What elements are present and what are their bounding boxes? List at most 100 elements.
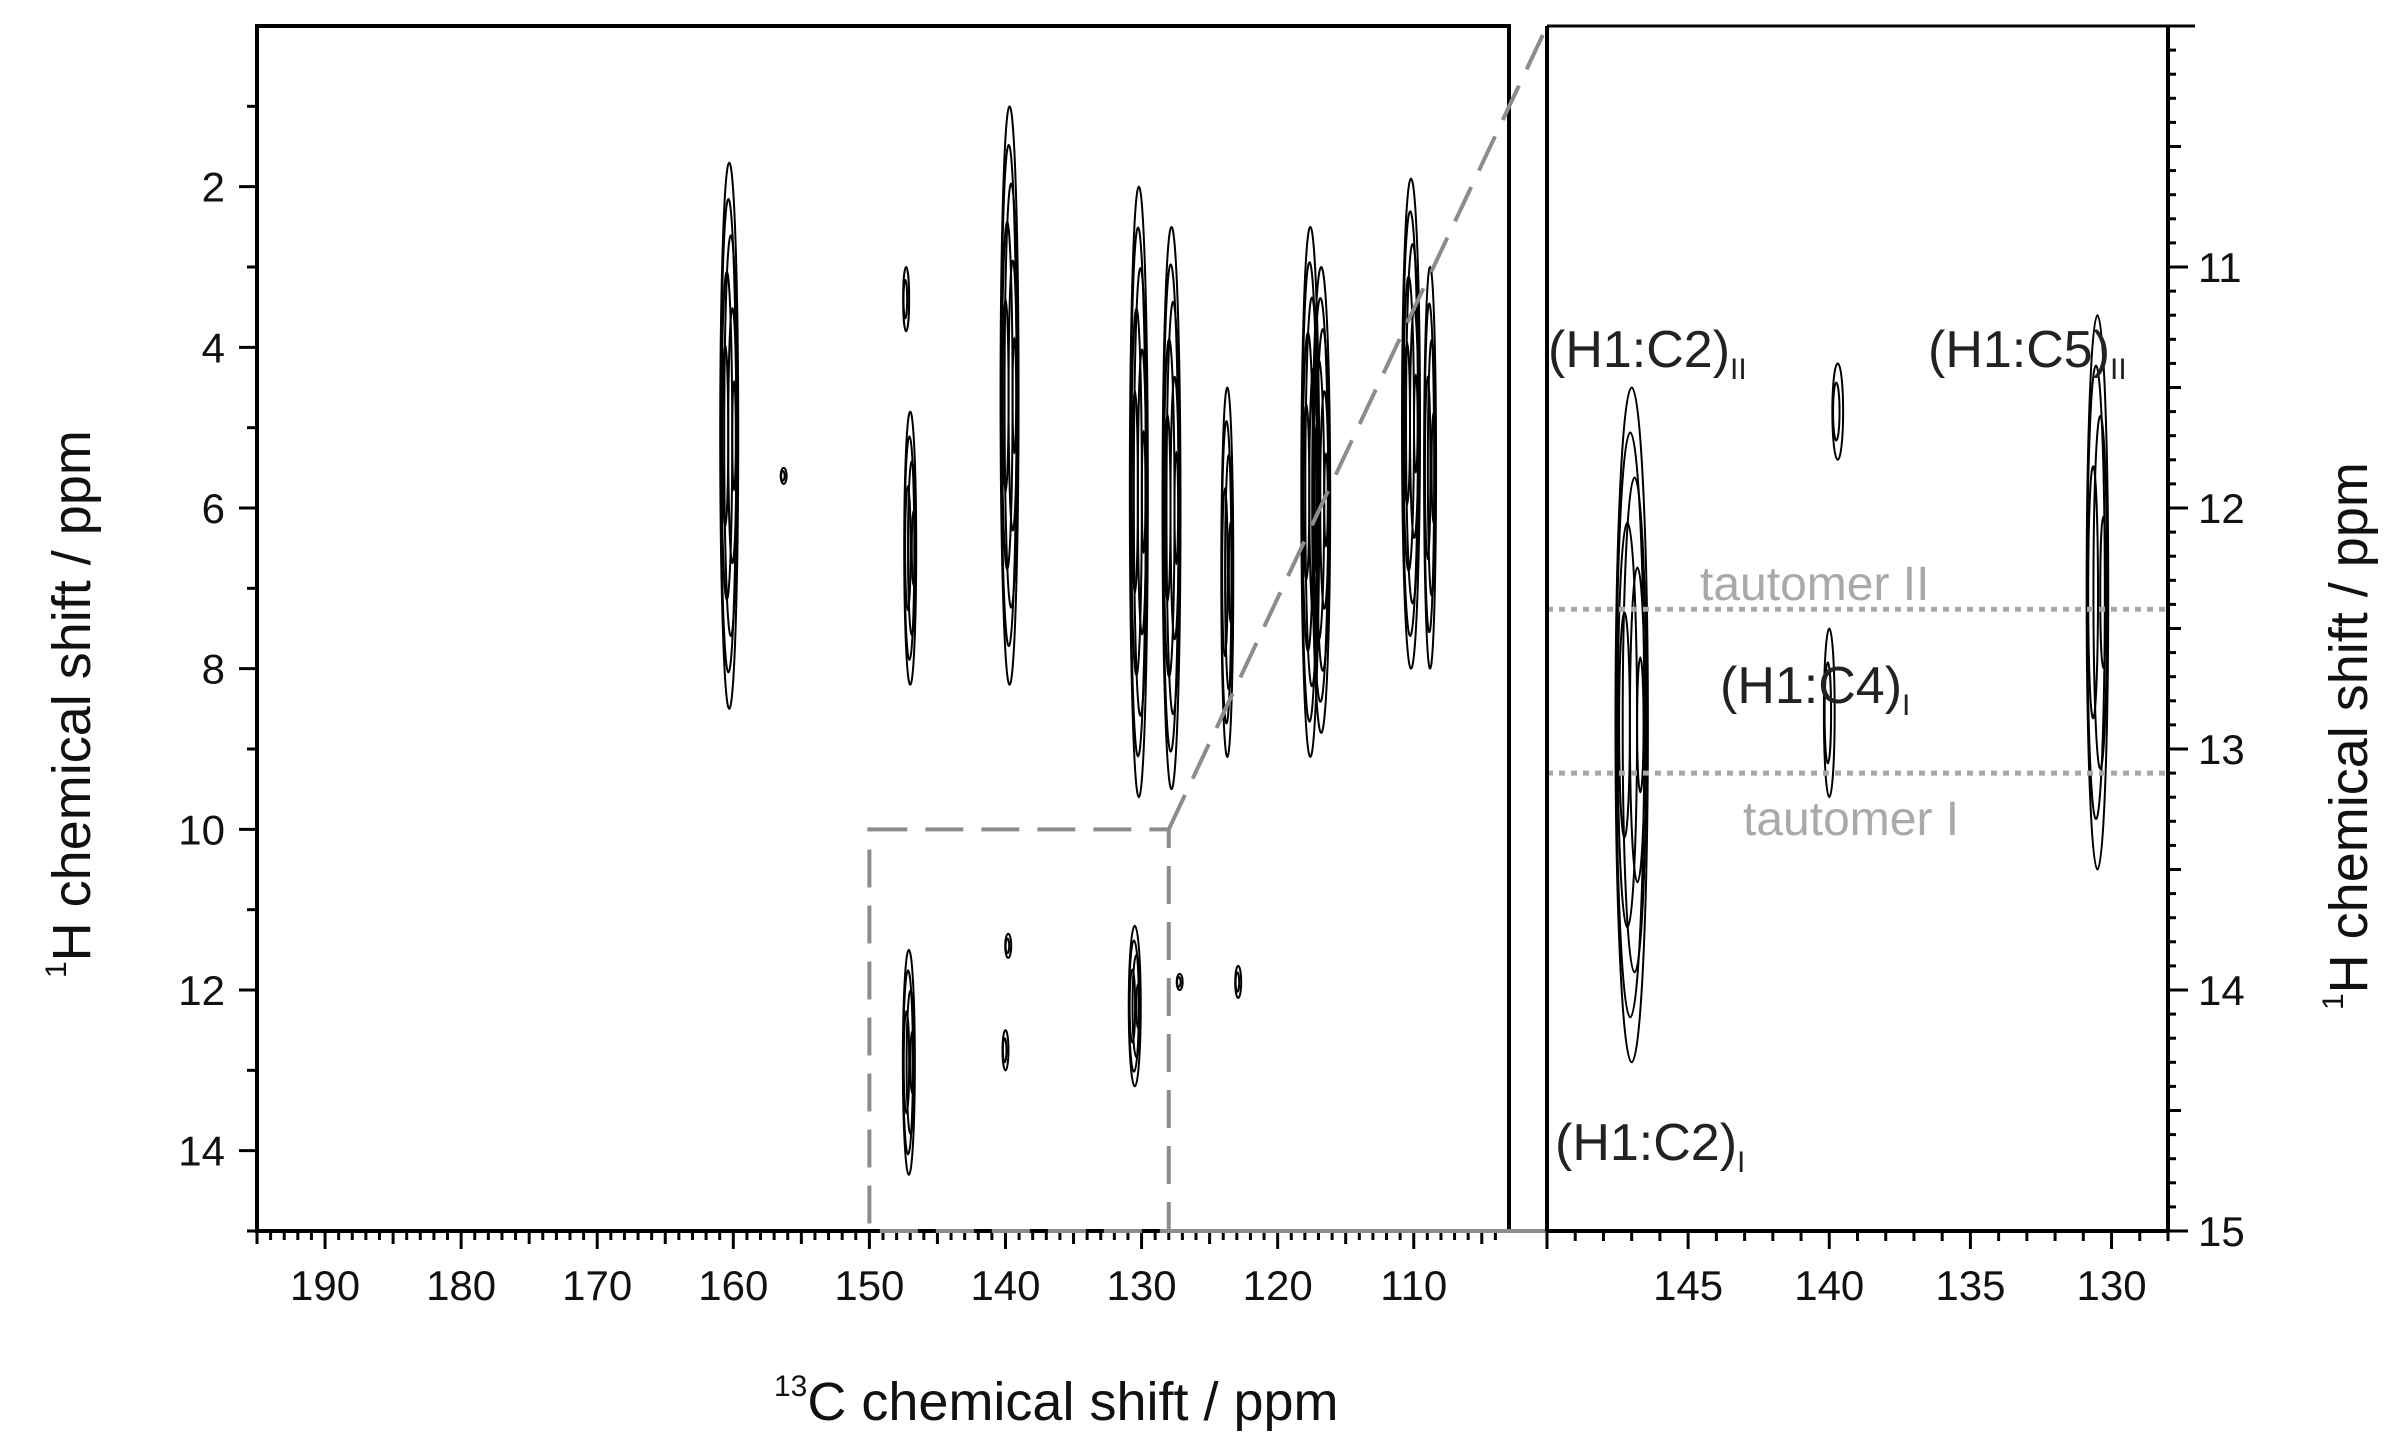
main-y-tick-label: 2 xyxy=(202,164,225,211)
peak xyxy=(1175,972,1184,992)
peak-contour xyxy=(721,343,730,528)
label-h1c4-tautomer-i: (H1:C4)I xyxy=(1720,657,1910,722)
peak xyxy=(1127,924,1142,1088)
left-y-axis-label: 1H chemical shift / ppm xyxy=(40,430,102,978)
peak-contour xyxy=(902,278,909,320)
main-peaks-layer xyxy=(719,105,1438,1176)
main-y-tick-label: 8 xyxy=(202,646,225,693)
peak-contour xyxy=(1313,421,1322,579)
peak xyxy=(1401,177,1422,670)
main-x-tick-label: 160 xyxy=(698,1262,768,1309)
peak-contour xyxy=(1135,983,1141,1029)
peak-contour xyxy=(1176,976,1182,988)
peak xyxy=(901,948,916,1176)
peak-contour xyxy=(1423,375,1432,561)
inset-y-tick-label: 12 xyxy=(2198,485,2245,532)
peak-contour xyxy=(904,485,912,612)
peak xyxy=(1161,225,1182,791)
peak-contour xyxy=(902,1010,911,1115)
main-x-tick-label: 180 xyxy=(426,1262,496,1309)
peak-contour xyxy=(1302,402,1311,582)
inset-x-tick-label: 135 xyxy=(1935,1262,2005,1309)
peak xyxy=(1128,185,1149,799)
peak xyxy=(999,105,1020,686)
inset-spectrum-panel: 145 140 135 130 11 12 13 14 15 (H1:C2)II (H1:C5… xyxy=(1545,24,2245,1309)
peak xyxy=(2085,314,2110,871)
label-h1c5-tautomer-ii: (H1:C5)II xyxy=(1928,321,2127,386)
inset-x-tick-label: 140 xyxy=(1794,1262,1864,1309)
peak-contour xyxy=(1430,412,1436,524)
main-y-tick-label: 12 xyxy=(178,967,225,1014)
peak xyxy=(1311,266,1332,734)
peak-contour xyxy=(1823,661,1833,765)
main-spectrum-panel: 190 180 170 160 150 140 130 120 110 2 4 6 8 10 12 14 xyxy=(178,24,1511,1309)
peak-contour xyxy=(780,470,786,482)
inset-x-ticks: 145 140 135 130 xyxy=(1545,1231,2170,1309)
label-h1c2-tautomer-i: (H1:C2)I xyxy=(1555,1114,1745,1179)
peak-contour xyxy=(1163,413,1172,603)
main-x-tick-label: 110 xyxy=(1380,1262,1447,1309)
peak-contour xyxy=(2092,414,2109,770)
main-x-tick-label: 150 xyxy=(834,1262,904,1309)
main-x-tick-label: 140 xyxy=(970,1262,1040,1309)
peak-contour xyxy=(1001,1037,1008,1064)
main-y-tick-label: 14 xyxy=(178,1128,225,1175)
main-y-tick-label: 6 xyxy=(202,485,225,532)
tautomer-i-label: tautomer I xyxy=(1743,793,1959,846)
main-y-ticks: 2 4 6 8 10 12 14 xyxy=(178,104,257,1233)
peak-contour xyxy=(909,1030,915,1094)
peak xyxy=(1614,386,1649,1064)
inset-peaks-layer xyxy=(1614,314,2110,1064)
peak xyxy=(1822,627,1836,799)
peak-contour xyxy=(1004,937,1011,955)
peak xyxy=(779,466,788,485)
peak xyxy=(1001,1029,1010,1072)
inset-y-ticks: 11 12 13 14 15 xyxy=(2168,24,2245,1255)
peak-contour xyxy=(1636,656,1645,794)
peak-contour xyxy=(1234,971,1241,993)
main-x-ticks: 190 180 170 160 150 140 130 120 110 xyxy=(255,1231,1497,1309)
inset-x-tick-label: 130 xyxy=(2077,1262,2147,1309)
peak-contour xyxy=(1173,450,1180,566)
peak-contour xyxy=(1413,373,1419,474)
peak-contour xyxy=(1140,429,1147,554)
peak xyxy=(1004,932,1013,959)
main-x-tick-label: 170 xyxy=(562,1262,632,1309)
peak-contour xyxy=(1221,487,1229,658)
peak-contour xyxy=(1128,968,1137,1044)
peak xyxy=(1300,225,1321,759)
peak-contour xyxy=(1621,476,1648,974)
main-y-tick-label: 4 xyxy=(202,324,225,371)
peak xyxy=(903,410,918,686)
x-axis-label: 13C chemical shift / ppm xyxy=(774,1370,1339,1432)
main-y-tick-label: 10 xyxy=(178,806,225,853)
peak-contour xyxy=(731,380,737,492)
inset-y-tick-label: 11 xyxy=(2198,244,2242,291)
peak xyxy=(1831,362,1845,461)
peak xyxy=(1234,964,1243,1000)
inset-region-box xyxy=(867,827,1171,1233)
peak xyxy=(1423,266,1438,670)
peak xyxy=(902,266,911,333)
peak-contour xyxy=(1832,381,1841,442)
main-x-tick-label: 190 xyxy=(290,1262,360,1309)
tautomer-ii-label: tautomer II xyxy=(1700,558,1929,611)
zoom-connector-top xyxy=(1166,25,1549,831)
inset-y-tick-label: 14 xyxy=(2198,967,2245,1014)
peak-contour xyxy=(1227,520,1234,624)
inset-y-tick-label: 13 xyxy=(2198,726,2245,773)
label-h1c2-tautomer-ii: (H1:C2)II xyxy=(1548,321,1747,386)
peak xyxy=(1220,386,1235,759)
main-x-tick-label: 120 xyxy=(1243,1262,1313,1309)
inset-y-tick-label: 15 xyxy=(2198,1208,2245,1255)
peak-contour xyxy=(1403,340,1412,507)
peak-contour xyxy=(1130,389,1139,595)
peak-contour xyxy=(1011,336,1018,455)
inset-reference-lines xyxy=(1547,606,2168,776)
peak-contour xyxy=(2086,364,2106,821)
peak-contour xyxy=(2087,465,2100,720)
peak-contour xyxy=(1618,611,1631,839)
peak-contour xyxy=(1001,298,1010,493)
main-x-tick-label: 130 xyxy=(1107,1262,1177,1309)
